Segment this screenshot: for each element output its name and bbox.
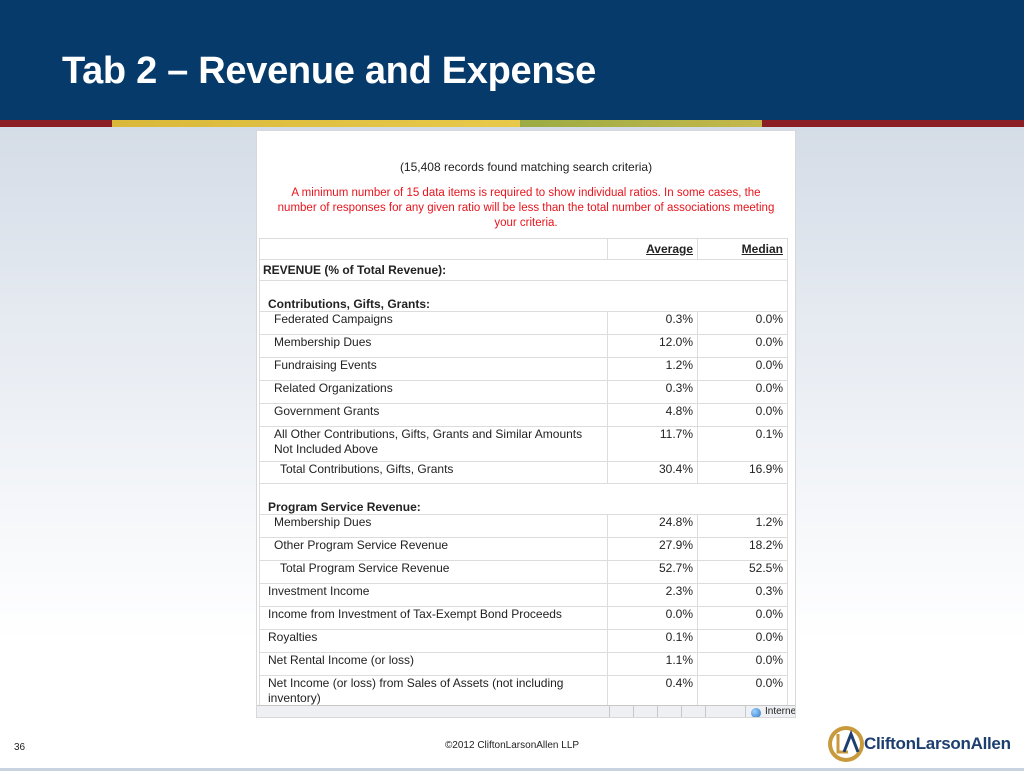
row-median: 0.0%	[697, 606, 788, 630]
section-row: REVENUE (% of Total Revenue):	[259, 259, 788, 281]
row-median: 1.2%	[697, 514, 788, 538]
row-label: All Other Contributions, Gifts, Grants a…	[259, 426, 608, 462]
status-divider	[705, 706, 706, 717]
minimum-items-notice: A minimum number of 15 data items is req…	[257, 186, 795, 231]
table-row: Other Program Service Revenue 27.9% 18.2…	[259, 537, 788, 561]
row-average: 2.3%	[607, 583, 698, 607]
row-label: Membership Dues	[259, 334, 608, 358]
table-row: Government Grants 4.8% 0.0%	[259, 403, 788, 427]
row-average: 0.3%	[607, 311, 698, 335]
row-median: 0.0%	[697, 380, 788, 404]
row-label: Other Program Service Revenue	[259, 537, 608, 561]
row-average: 24.8%	[607, 514, 698, 538]
program-group-title: Program Service Revenue:	[259, 483, 788, 515]
slide-header: Tab 2 – Revenue and Expense	[0, 0, 1024, 120]
row-median: 0.0%	[697, 675, 788, 707]
row-average: 0.1%	[607, 629, 698, 653]
logo-emblem-icon	[828, 726, 864, 762]
accent-stripe-red	[0, 120, 112, 127]
column-header-average[interactable]: Average	[607, 238, 698, 260]
total-row: Total Program Service Revenue 52.7% 52.5…	[259, 560, 788, 584]
notice-line: number of responses for any given ratio …	[277, 202, 775, 214]
browser-status-bar: Internet	[257, 705, 796, 717]
table-row: Royalties 0.1% 0.0%	[259, 629, 788, 653]
status-divider	[745, 706, 746, 717]
row-average: 27.9%	[607, 537, 698, 561]
status-divider	[633, 706, 634, 717]
table-row: Income from Investment of Tax-Exempt Bon…	[259, 606, 788, 630]
row-average: 12.0%	[607, 334, 698, 358]
group-row: Program Service Revenue:	[259, 483, 788, 515]
row-average: 52.7%	[607, 560, 698, 584]
row-median: 0.0%	[697, 652, 788, 676]
accent-stripe-gold	[112, 120, 520, 127]
row-label: Total Contributions, Gifts, Grants	[259, 461, 608, 484]
row-label: Total Program Service Revenue	[259, 560, 608, 584]
notice-line: your criteria.	[494, 217, 558, 229]
table-row: Membership Dues 12.0% 0.0%	[259, 334, 788, 358]
notice-line: A minimum number of 15 data items is req…	[291, 187, 761, 199]
group-row: Contributions, Gifts, Grants:	[259, 280, 788, 312]
slide-title: Tab 2 – Revenue and Expense	[62, 50, 596, 92]
cliftonlarsonallen-logo: CliftonLarsonAllen	[826, 722, 1016, 766]
contributions-group-title: Contributions, Gifts, Grants:	[259, 280, 788, 312]
row-label: Income from Investment of Tax-Exempt Bon…	[259, 606, 608, 630]
status-divider	[681, 706, 682, 717]
row-label: Royalties	[259, 629, 608, 653]
row-average: 1.2%	[607, 357, 698, 381]
row-average: 11.7%	[607, 426, 698, 462]
table-row: Federated Campaigns 0.3% 0.0%	[259, 311, 788, 335]
table-row: Membership Dues 24.8% 1.2%	[259, 514, 788, 538]
row-median: 18.2%	[697, 537, 788, 561]
row-median: 0.0%	[697, 403, 788, 427]
row-median: 52.5%	[697, 560, 788, 584]
row-median: 0.3%	[697, 583, 788, 607]
status-divider	[609, 706, 610, 717]
total-row: Total Contributions, Gifts, Grants 30.4%…	[259, 461, 788, 484]
row-label: Membership Dues	[259, 514, 608, 538]
accent-stripe-red-right	[762, 120, 1024, 127]
internet-zone-globe-icon	[751, 708, 761, 717]
table-row: All Other Contributions, Gifts, Grants a…	[259, 426, 788, 462]
revenue-ratio-table: Average Median REVENUE (% of Total Reven…	[259, 238, 788, 707]
row-label: Net Rental Income (or loss)	[259, 652, 608, 676]
copyright-text: ©2012 CliftonLarsonAllen LLP	[444, 740, 580, 751]
report-screenshot: (15,408 records found matching search cr…	[256, 130, 796, 718]
logo-wordmark: CliftonLarsonAllen	[864, 734, 1011, 753]
row-median: 0.0%	[697, 334, 788, 358]
row-average: 30.4%	[607, 461, 698, 484]
table-row: Net Rental Income (or loss) 1.1% 0.0%	[259, 652, 788, 676]
row-median: 0.0%	[697, 357, 788, 381]
status-divider	[657, 706, 658, 717]
row-label: Related Organizations	[259, 380, 608, 404]
row-median: 0.1%	[697, 426, 788, 462]
row-label: Government Grants	[259, 403, 608, 427]
slide-number: 36	[14, 742, 26, 753]
table-row: Fundraising Events 1.2% 0.0%	[259, 357, 788, 381]
internet-zone-label: Internet	[765, 706, 796, 717]
row-label: Federated Campaigns	[259, 311, 608, 335]
revenue-section-title: REVENUE (% of Total Revenue):	[259, 259, 788, 281]
table-row: Investment Income 2.3% 0.3%	[259, 583, 788, 607]
column-header-median[interactable]: Median	[697, 238, 788, 260]
row-label: Fundraising Events	[259, 357, 608, 381]
row-median: 0.0%	[697, 629, 788, 653]
row-average: 1.1%	[607, 652, 698, 676]
accent-stripe-green	[520, 120, 762, 127]
row-average: 0.4%	[607, 675, 698, 707]
row-median: 16.9%	[697, 461, 788, 484]
row-median: 0.0%	[697, 311, 788, 335]
records-found-text: (15,408 records found matching search cr…	[399, 160, 653, 174]
row-average: 0.0%	[607, 606, 698, 630]
table-row: Net Income (or loss) from Sales of Asset…	[259, 675, 788, 707]
row-average: 0.3%	[607, 380, 698, 404]
row-average: 4.8%	[607, 403, 698, 427]
row-label: Net Income (or loss) from Sales of Asset…	[259, 675, 608, 707]
row-label: Investment Income	[259, 583, 608, 607]
table-row: Related Organizations 0.3% 0.0%	[259, 380, 788, 404]
table-header-row: Average Median	[259, 238, 788, 260]
